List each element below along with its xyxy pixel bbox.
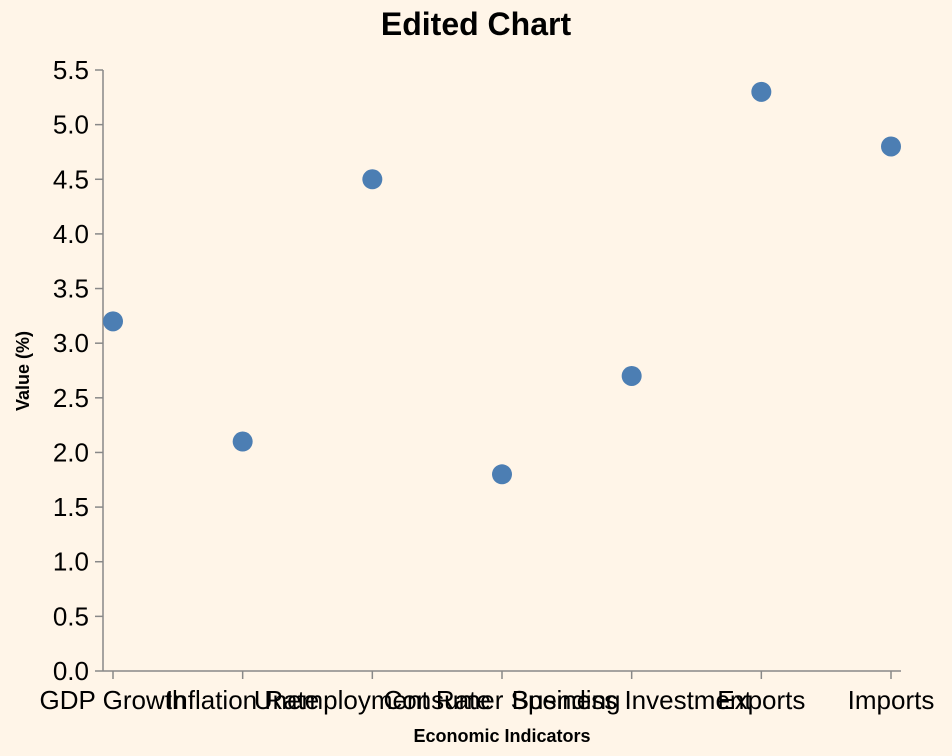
- y-tick-label: 4.0: [53, 219, 89, 249]
- y-tick-label: 2.0: [53, 437, 89, 467]
- x-axis-title: Economic Indicators: [413, 726, 590, 746]
- chart-title: Edited Chart: [381, 6, 572, 42]
- data-point: [621, 365, 642, 386]
- x-tick-label: Exports: [717, 685, 805, 715]
- y-tick-label: 1.5: [53, 492, 89, 522]
- y-tick-label: 4.5: [53, 164, 89, 194]
- y-tick-label: 5.0: [53, 110, 89, 140]
- data-point: [103, 311, 123, 332]
- data-point: [232, 431, 253, 452]
- data-point: [492, 464, 512, 485]
- x-tick-label: Imports: [848, 685, 935, 715]
- data-point: [881, 136, 901, 157]
- y-axis: 0.0 0.5 1.0 1.5 2.0 2.5 3.0 3.5 4.0 4.5 5.0 5.5: [53, 55, 104, 686]
- y-tick-label: 0.0: [53, 656, 89, 686]
- x-tick-label: Inflation Rate: [166, 685, 319, 715]
- x-tick-label: GDP Growth: [40, 685, 187, 715]
- data-point: [362, 169, 383, 190]
- data-point: [751, 81, 772, 102]
- y-axis-title: Value (%): [13, 331, 33, 411]
- x-tick-label: Business Investment: [512, 685, 753, 715]
- y-tick-label: 1.0: [53, 547, 89, 577]
- x-tick-label: Unemployment Rate: [254, 685, 491, 715]
- y-tick-label: 0.5: [53, 601, 89, 631]
- y-tick-label: 3.0: [53, 328, 89, 358]
- y-tick-label: 5.5: [53, 55, 89, 85]
- y-tick-label: 3.5: [53, 274, 89, 304]
- x-tick-label: Consumer Spending: [383, 685, 620, 715]
- y-tick-label: 2.5: [53, 383, 89, 413]
- data-points: [103, 81, 901, 485]
